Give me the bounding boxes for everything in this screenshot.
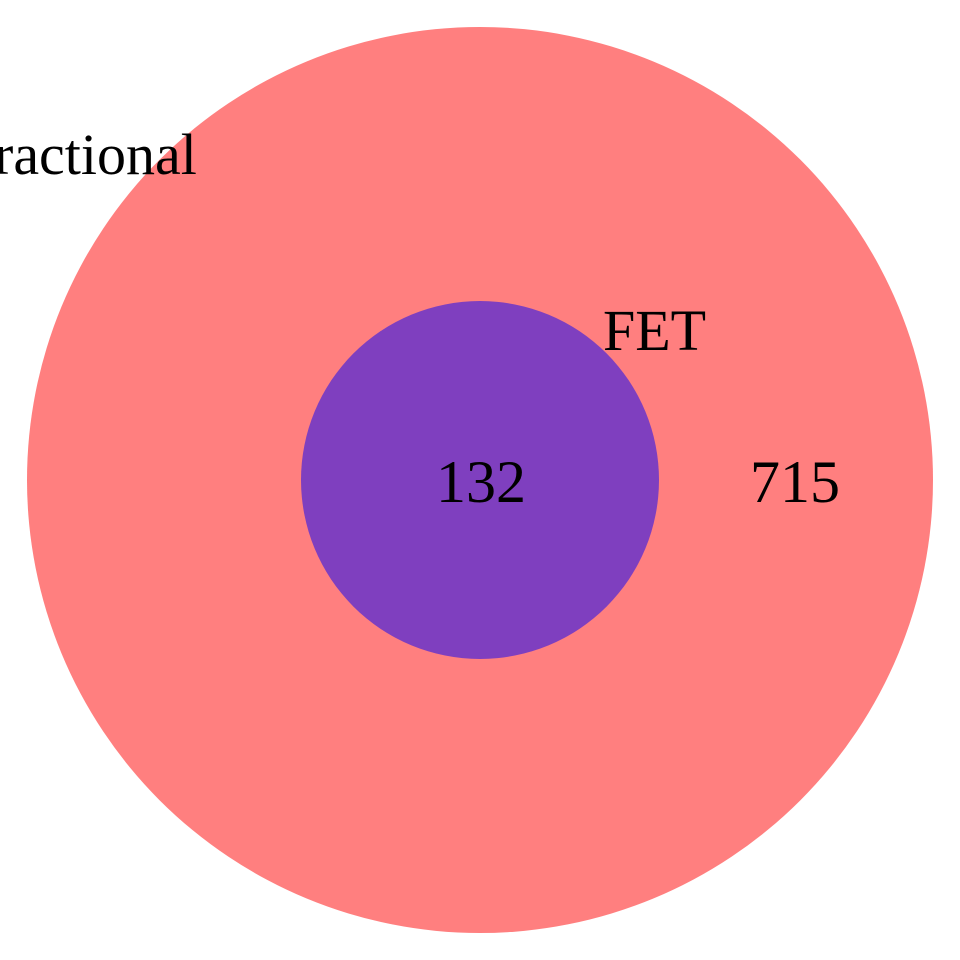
intersection-count-label: 132 bbox=[436, 449, 526, 515]
inner-set-label: FET bbox=[603, 298, 706, 363]
outer-set-label: ractional bbox=[0, 122, 197, 187]
inner-set-circle bbox=[301, 301, 659, 659]
outer-only-count-label: 715 bbox=[750, 449, 840, 515]
